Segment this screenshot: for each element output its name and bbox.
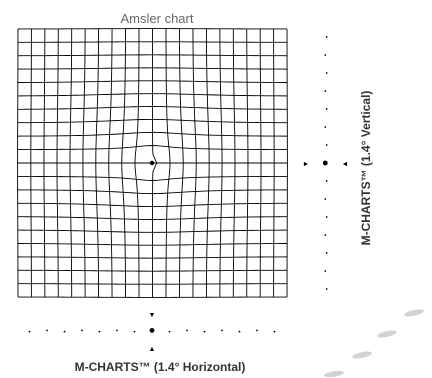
h-dot — [203, 330, 206, 333]
decorative-ellipses — [324, 309, 424, 378]
v-dot — [325, 72, 328, 74]
decor-ellipse — [404, 309, 424, 317]
h-bottom-arrow: ▲ — [149, 346, 156, 353]
amsler-grid-line — [17, 145, 288, 151]
amsler-grid — [17, 28, 288, 298]
v-dot — [324, 234, 327, 236]
amsler-grid-line — [17, 106, 288, 110]
v-dot — [324, 198, 327, 200]
v-dot — [325, 252, 328, 254]
vertical-m-chart-label: M-CHARTS™ (1.4° Vertical) — [359, 91, 373, 246]
h-dot — [116, 329, 118, 332]
amsler-chart-title: Amsler chart — [121, 11, 194, 26]
v-dot — [325, 144, 328, 146]
amsler-grid-line — [17, 189, 288, 195]
h-dot — [133, 330, 136, 333]
v-center-dot — [322, 160, 328, 166]
vertical-m-chart-dots — [322, 36, 328, 290]
amsler-grid-line — [17, 269, 288, 272]
v-dot — [325, 108, 328, 110]
horizontal-m-chart-label: M-CHARTS™ (1.4° Horizontal) — [75, 360, 246, 374]
h-dot — [81, 329, 83, 332]
amsler-grid-line — [17, 41, 288, 43]
amsler-grid-line — [17, 67, 288, 70]
decor-ellipse — [324, 370, 344, 378]
amsler-grid-line — [17, 216, 288, 220]
amsler-grid-line — [17, 118, 288, 124]
h-dot — [46, 329, 48, 332]
v-dot — [324, 270, 327, 272]
h-dot — [256, 329, 258, 332]
v-right-arrow: ◄ — [342, 161, 349, 168]
v-dot — [324, 54, 327, 56]
amsler-grid-line — [17, 202, 288, 208]
horizontal-m-chart-dots — [28, 328, 276, 333]
amsler-grid-line — [17, 229, 288, 233]
amsler-grid-line — [17, 283, 288, 285]
h-dot — [186, 329, 188, 332]
h-center-dot — [149, 328, 155, 333]
amsler-grid-line — [17, 80, 288, 83]
fixation-point — [149, 160, 155, 166]
v-dot — [325, 288, 328, 290]
decor-ellipse — [352, 351, 372, 359]
amsler-grid-line — [17, 256, 288, 259]
v-dot — [324, 126, 327, 128]
amsler-grid-line — [17, 93, 288, 97]
v-dot — [325, 216, 328, 218]
amsler-grid-line — [17, 243, 288, 246]
h-top-arrow: ▼ — [149, 312, 156, 319]
amsler-grid-line — [17, 54, 288, 57]
decor-ellipse — [377, 330, 397, 338]
h-dot — [273, 330, 276, 333]
h-dot — [63, 330, 66, 333]
v-dot — [324, 90, 327, 92]
amsler-grid-line — [17, 175, 288, 181]
h-dot — [238, 330, 241, 333]
amsler-grid-line — [17, 131, 288, 137]
v-dot — [325, 180, 328, 182]
h-dot — [98, 330, 101, 333]
h-dot — [168, 330, 171, 333]
v-dot — [325, 36, 328, 38]
h-dot — [28, 330, 31, 333]
h-dot — [221, 329, 223, 332]
v-left-arrow: ► — [303, 161, 310, 168]
